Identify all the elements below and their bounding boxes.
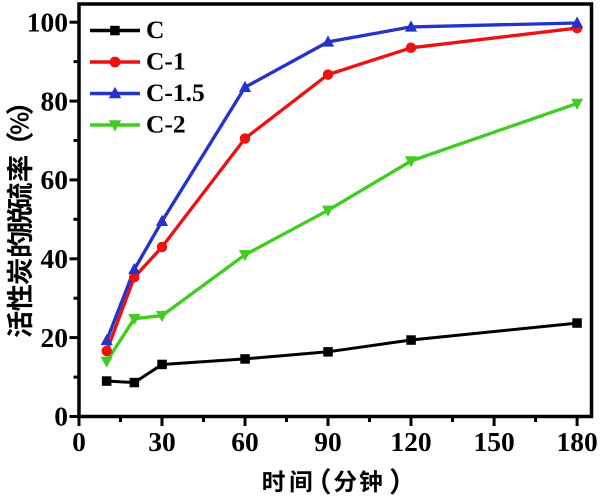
svg-text:C-1.5: C-1.5 bbox=[146, 78, 205, 107]
svg-text:60: 60 bbox=[231, 426, 259, 457]
svg-text:0: 0 bbox=[54, 401, 68, 432]
svg-text:180: 180 bbox=[556, 426, 597, 457]
svg-text:90: 90 bbox=[314, 426, 342, 457]
svg-text:80: 80 bbox=[41, 85, 69, 116]
svg-text:40: 40 bbox=[41, 243, 69, 274]
svg-text:100: 100 bbox=[27, 6, 68, 37]
svg-text:60: 60 bbox=[41, 164, 69, 195]
svg-text:30: 30 bbox=[148, 426, 176, 457]
svg-text:20: 20 bbox=[41, 322, 69, 353]
svg-text:C-1: C-1 bbox=[146, 47, 186, 76]
svg-text:150: 150 bbox=[473, 426, 514, 457]
svg-text:C: C bbox=[146, 15, 164, 44]
svg-text:120: 120 bbox=[390, 426, 431, 457]
svg-text:C-2: C-2 bbox=[146, 110, 186, 139]
svg-text:0: 0 bbox=[72, 426, 86, 457]
